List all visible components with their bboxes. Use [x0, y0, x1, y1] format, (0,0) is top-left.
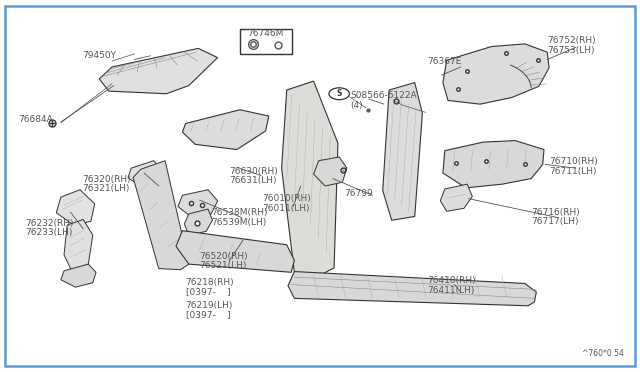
- Text: 76799: 76799: [344, 189, 373, 198]
- Text: 76630(RH): 76630(RH): [229, 167, 278, 176]
- Polygon shape: [314, 157, 347, 186]
- Text: 76631(LH): 76631(LH): [229, 176, 276, 185]
- Text: 76539M(LH): 76539M(LH): [211, 218, 266, 227]
- Text: 76321(LH): 76321(LH): [82, 184, 129, 193]
- Bar: [240, 29, 292, 54]
- Polygon shape: [282, 81, 338, 276]
- Text: 76011(LH): 76011(LH): [262, 204, 310, 213]
- Text: 76716(RH): 76716(RH): [531, 208, 580, 217]
- Polygon shape: [443, 141, 544, 188]
- Text: 76746M: 76746M: [248, 29, 284, 38]
- Polygon shape: [64, 219, 93, 271]
- Text: 76218(RH): 76218(RH): [186, 278, 234, 287]
- Polygon shape: [182, 110, 269, 150]
- Text: 76521(LH): 76521(LH): [200, 262, 247, 270]
- Text: S08566-6122A: S08566-6122A: [351, 92, 417, 100]
- Text: 76010(RH): 76010(RH): [262, 195, 311, 203]
- Polygon shape: [443, 44, 549, 104]
- Text: 76752(RH): 76752(RH): [547, 36, 596, 45]
- Text: [0397-    ]: [0397- ]: [186, 288, 230, 296]
- Text: 76710(RH): 76710(RH): [549, 157, 598, 166]
- Text: 76753(LH): 76753(LH): [547, 46, 595, 55]
- Text: 76410(RH): 76410(RH): [428, 276, 476, 285]
- Polygon shape: [178, 190, 218, 218]
- Polygon shape: [133, 161, 189, 270]
- Text: 76219(LH): 76219(LH): [186, 301, 233, 310]
- Polygon shape: [99, 48, 218, 94]
- Polygon shape: [176, 231, 294, 272]
- Text: 76232(RH): 76232(RH): [26, 219, 74, 228]
- Polygon shape: [440, 184, 472, 211]
- Polygon shape: [56, 190, 95, 225]
- Text: 76367E: 76367E: [428, 57, 462, 66]
- Text: [0397-    ]: [0397- ]: [186, 310, 230, 319]
- Text: S: S: [337, 89, 342, 98]
- Polygon shape: [61, 264, 96, 287]
- Text: 76520(RH): 76520(RH): [200, 252, 248, 261]
- Polygon shape: [288, 272, 536, 306]
- Polygon shape: [383, 83, 422, 220]
- Text: 76320(RH): 76320(RH): [82, 175, 131, 184]
- Text: 76717(LH): 76717(LH): [531, 217, 579, 226]
- Text: ^760*0 54: ^760*0 54: [582, 349, 624, 358]
- Text: 76538M(RH): 76538M(RH): [211, 208, 268, 217]
- Text: 76684A: 76684A: [18, 115, 52, 124]
- Text: (4): (4): [351, 101, 364, 110]
- Text: 76411(LH): 76411(LH): [428, 286, 475, 295]
- Polygon shape: [128, 161, 163, 186]
- Text: 76711(LH): 76711(LH): [549, 167, 596, 176]
- Text: 79450Y: 79450Y: [82, 51, 116, 60]
- Polygon shape: [184, 209, 212, 235]
- Text: 76233(LH): 76233(LH): [26, 228, 73, 237]
